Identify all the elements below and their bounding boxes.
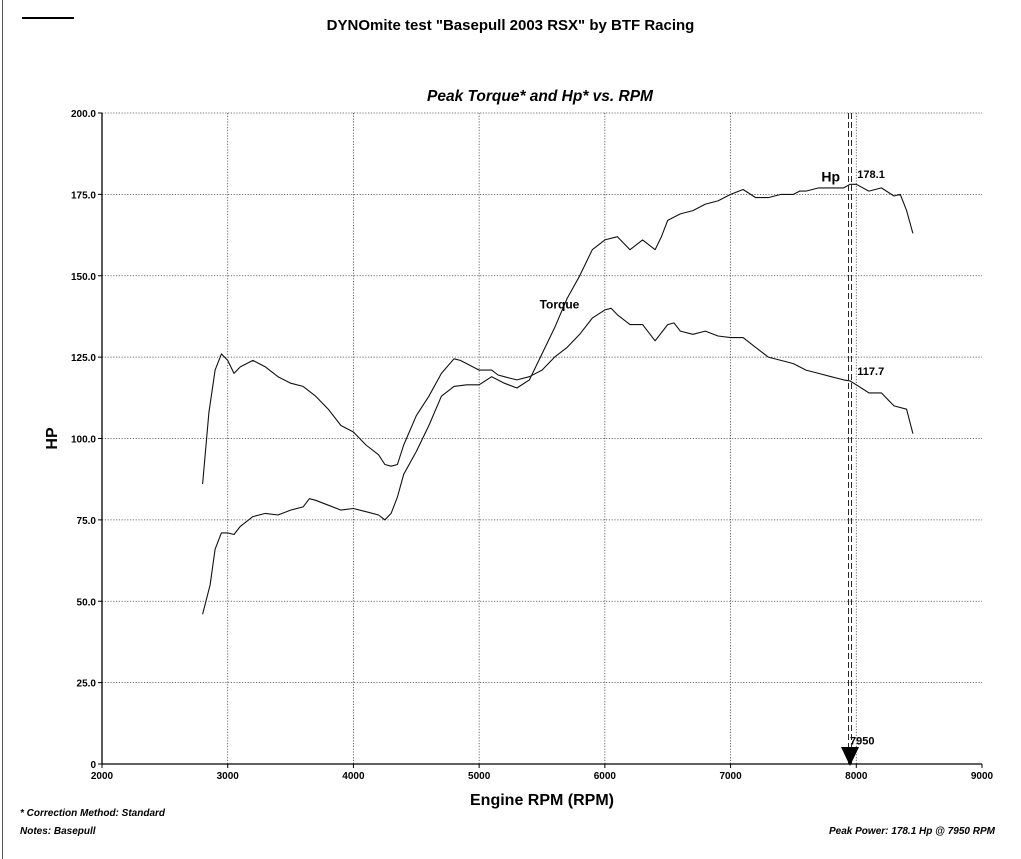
- peak-marker-triangle: [841, 747, 859, 766]
- corner-mark: [22, 17, 74, 19]
- annotation-label: 7950: [850, 735, 874, 747]
- notes: Notes: Basepull: [20, 826, 96, 837]
- x-tick-label: 8000: [845, 771, 868, 782]
- chart-title: Peak Torque* and Hp* vs. RPM: [427, 88, 653, 105]
- y-tick-label: 200.0: [71, 109, 96, 120]
- y-axis-label: HP: [44, 427, 61, 450]
- annotations: Hp 178.1 Torque 117.7 7950: [540, 113, 885, 766]
- x-tick-label: 9000: [971, 771, 994, 782]
- x-axis-label: Engine RPM (RPM): [470, 792, 614, 809]
- report-title: DYNOmite test "Basepull 2003 RSX" by BTF…: [326, 17, 695, 34]
- y-tick-label: 125.0: [71, 353, 96, 364]
- annotation-label: 178.1: [857, 169, 885, 181]
- y-tick-label: 100.0: [71, 435, 96, 446]
- x-tick-label: 4000: [342, 771, 365, 782]
- series-line-hp: [202, 183, 914, 615]
- series-line-torque: [202, 307, 914, 485]
- y-tick-label: 0: [90, 760, 96, 771]
- annotation-label: 117.7: [857, 366, 884, 378]
- annotation-label: Torque: [540, 297, 580, 311]
- x-tick-label: 7000: [719, 771, 742, 782]
- y-tick-label: 75.0: [77, 516, 97, 527]
- grid: [102, 112, 982, 764]
- annotation-label: Hp: [821, 168, 840, 184]
- tick-labels: 2000 3000 4000 5000 6000 7000 8000 9000 0 25.0 50.…: [44, 109, 994, 809]
- x-tick-label: 2000: [91, 771, 114, 782]
- axes: [98, 112, 983, 768]
- y-tick-label: 50.0: [77, 597, 97, 608]
- series-lines: [202, 183, 914, 615]
- correction-method: * Correction Method: Standard: [20, 808, 166, 819]
- x-tick-label: 3000: [217, 771, 240, 782]
- x-tick-label: 6000: [594, 771, 617, 782]
- y-tick-label: 25.0: [77, 679, 97, 690]
- y-tick-label: 175.0: [71, 190, 96, 201]
- peak-power-summary: Peak Power: 178.1 Hp @ 7950 RPM: [829, 826, 995, 837]
- scan-edge-line: [2, 0, 3, 859]
- x-tick-label: 5000: [468, 771, 491, 782]
- y-tick-label: 150.0: [71, 272, 96, 283]
